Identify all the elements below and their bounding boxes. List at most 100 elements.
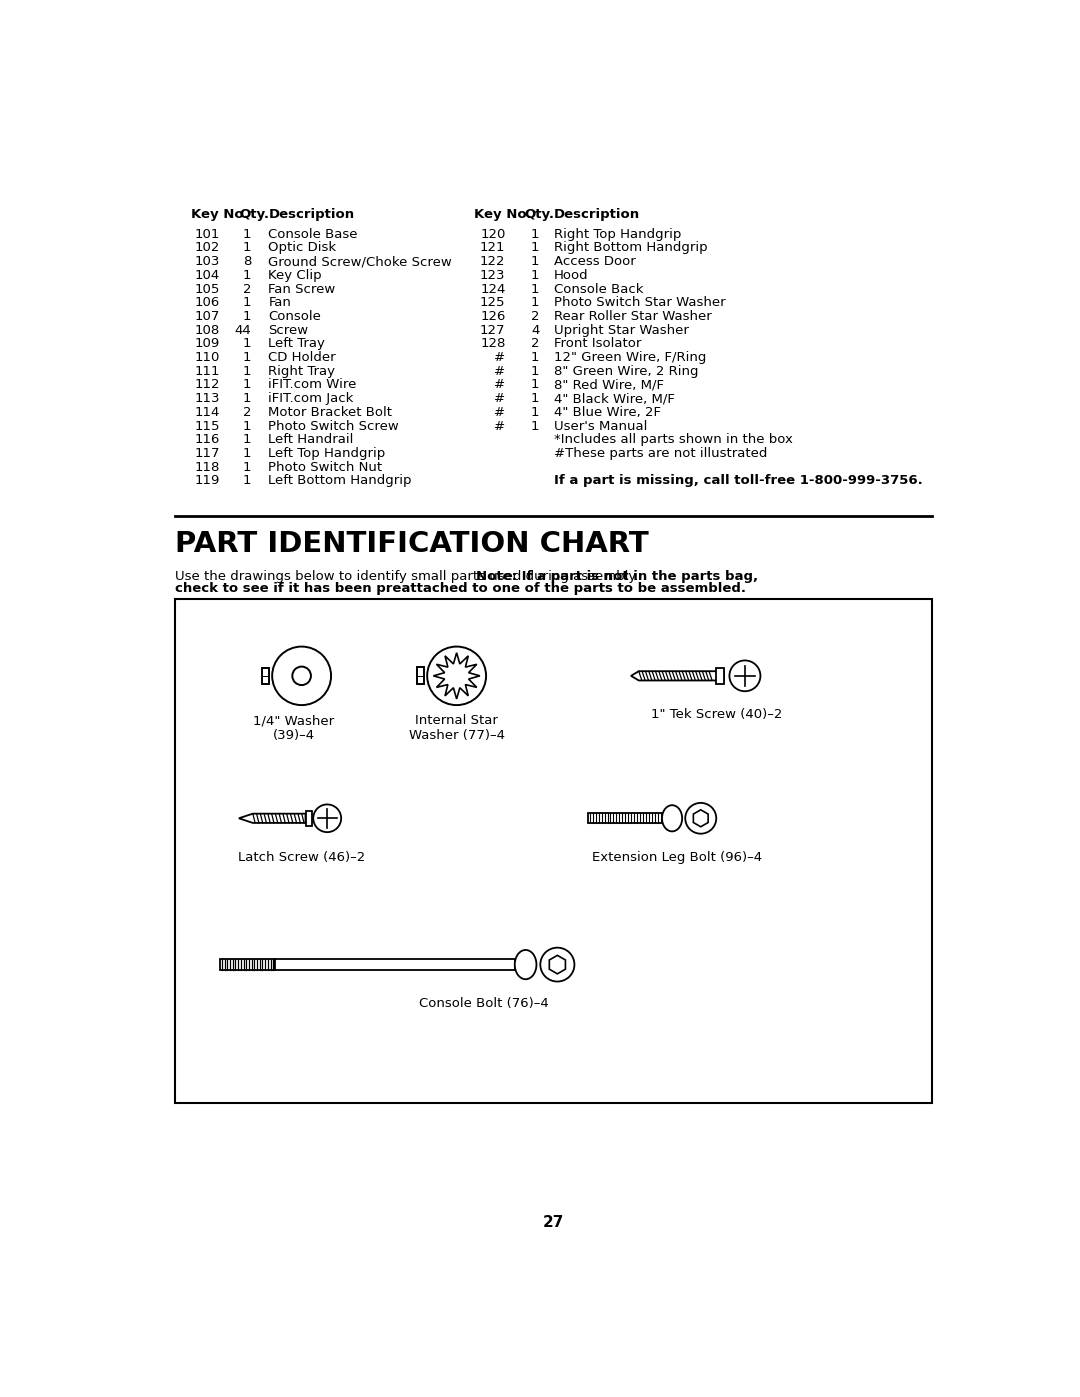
Text: 123: 123: [480, 268, 505, 282]
Text: iFIT.com Jack: iFIT.com Jack: [268, 393, 353, 405]
Bar: [220, 960, 274, 970]
Text: 1: 1: [531, 351, 540, 365]
Text: 110: 110: [194, 351, 220, 365]
Text: Optic Disk: Optic Disk: [268, 242, 337, 254]
Text: 1: 1: [531, 419, 540, 433]
Text: 105: 105: [194, 282, 220, 296]
Bar: [262, 668, 269, 683]
Text: Extension Leg Bolt (96)–4: Extension Leg Bolt (96)–4: [593, 851, 762, 863]
Text: Key No.: Key No.: [191, 208, 248, 221]
Text: #: #: [495, 379, 505, 391]
Text: 122: 122: [480, 256, 505, 268]
Bar: [589, 813, 662, 823]
Text: 125: 125: [480, 296, 505, 309]
Ellipse shape: [662, 805, 683, 831]
Bar: [175, 599, 932, 1104]
Text: check to see if it has been preattached to one of the parts to be assembled.: check to see if it has been preattached …: [175, 583, 746, 595]
Text: 1: 1: [531, 407, 540, 419]
Text: 1/4" Washer
(39)–4: 1/4" Washer (39)–4: [254, 714, 335, 742]
Text: 1: 1: [243, 242, 252, 254]
Text: *Includes all parts shown in the box: *Includes all parts shown in the box: [554, 433, 793, 446]
Text: 126: 126: [481, 310, 505, 323]
Text: 44: 44: [234, 324, 252, 337]
Text: If a part is missing, call toll-free 1-800-999-3756.: If a part is missing, call toll-free 1-8…: [554, 475, 922, 488]
Text: 124: 124: [481, 282, 505, 296]
Text: 116: 116: [194, 433, 220, 446]
Text: 1: 1: [243, 228, 252, 240]
Text: iFIT.com Wire: iFIT.com Wire: [268, 379, 356, 391]
Text: 127: 127: [480, 324, 505, 337]
Text: 102: 102: [194, 242, 220, 254]
Text: Console Base: Console Base: [268, 228, 357, 240]
Text: 8: 8: [243, 256, 252, 268]
Text: Console Bolt (76)–4: Console Bolt (76)–4: [419, 997, 549, 1010]
Text: #: #: [495, 351, 505, 365]
Text: 119: 119: [194, 475, 220, 488]
Text: 2: 2: [243, 282, 252, 296]
Text: Left Top Handgrip: Left Top Handgrip: [268, 447, 386, 460]
Text: 101: 101: [194, 228, 220, 240]
Text: Hood: Hood: [554, 268, 589, 282]
Text: Left Bottom Handgrip: Left Bottom Handgrip: [268, 475, 411, 488]
Text: 1: 1: [243, 393, 252, 405]
Text: 128: 128: [481, 337, 505, 351]
Text: 1: 1: [243, 296, 252, 309]
Text: #These parts are not illustrated: #These parts are not illustrated: [554, 447, 767, 460]
Text: Key No.: Key No.: [474, 208, 532, 221]
Text: 121: 121: [480, 242, 505, 254]
Text: 113: 113: [194, 393, 220, 405]
Text: 12" Green Wire, F/Ring: 12" Green Wire, F/Ring: [554, 351, 706, 365]
Text: #: #: [495, 419, 505, 433]
Text: Use the drawings below to identify small parts used during assembly.: Use the drawings below to identify small…: [175, 570, 643, 583]
Bar: [306, 810, 312, 826]
Text: CD Holder: CD Holder: [268, 351, 336, 365]
Text: 104: 104: [195, 268, 220, 282]
Text: 1: 1: [531, 268, 540, 282]
Text: #: #: [495, 393, 505, 405]
Text: Left Handrail: Left Handrail: [268, 433, 353, 446]
Text: 106: 106: [195, 296, 220, 309]
Text: 1: 1: [531, 365, 540, 377]
Text: Photo Switch Screw: Photo Switch Screw: [268, 419, 399, 433]
Text: 2: 2: [243, 407, 252, 419]
Text: 1: 1: [243, 475, 252, 488]
Text: Left Tray: Left Tray: [268, 337, 325, 351]
Bar: [417, 668, 424, 685]
Text: 1: 1: [243, 433, 252, 446]
Text: 8" Red Wire, M/F: 8" Red Wire, M/F: [554, 379, 663, 391]
Text: 1: 1: [531, 228, 540, 240]
Text: 1: 1: [531, 379, 540, 391]
Text: 2: 2: [531, 310, 540, 323]
Text: Key Clip: Key Clip: [268, 268, 322, 282]
Text: 1: 1: [243, 337, 252, 351]
Text: 8" Green Wire, 2 Ring: 8" Green Wire, 2 Ring: [554, 365, 698, 377]
Text: 1: 1: [243, 268, 252, 282]
Text: 1: 1: [531, 242, 540, 254]
Text: 4" Blue Wire, 2F: 4" Blue Wire, 2F: [554, 407, 661, 419]
Text: 108: 108: [195, 324, 220, 337]
Text: 117: 117: [194, 447, 220, 460]
Text: Right Tray: Right Tray: [268, 365, 335, 377]
Text: 1: 1: [243, 447, 252, 460]
Text: 27: 27: [543, 1215, 564, 1229]
Text: 4" Black Wire, M/F: 4" Black Wire, M/F: [554, 393, 674, 405]
Text: 1: 1: [531, 393, 540, 405]
Text: 1: 1: [243, 379, 252, 391]
Text: #: #: [495, 365, 505, 377]
Text: 1" Tek Screw (40)–2: 1" Tek Screw (40)–2: [650, 708, 782, 721]
Text: Internal Star
Washer (77)–4: Internal Star Washer (77)–4: [408, 714, 504, 742]
Text: Qty.: Qty.: [240, 208, 270, 221]
Text: 1: 1: [243, 310, 252, 323]
Text: Console Back: Console Back: [554, 282, 643, 296]
Text: 115: 115: [194, 419, 220, 433]
Text: 1: 1: [243, 365, 252, 377]
Text: #: #: [495, 407, 505, 419]
Text: Upright Star Washer: Upright Star Washer: [554, 324, 688, 337]
Text: Front Isolator: Front Isolator: [554, 337, 640, 351]
Text: 1: 1: [531, 282, 540, 296]
Text: 4: 4: [531, 324, 540, 337]
Text: Ground Screw/Choke Screw: Ground Screw/Choke Screw: [268, 256, 453, 268]
Text: Qty.: Qty.: [525, 208, 555, 221]
Text: 109: 109: [195, 337, 220, 351]
Text: Console: Console: [268, 310, 321, 323]
